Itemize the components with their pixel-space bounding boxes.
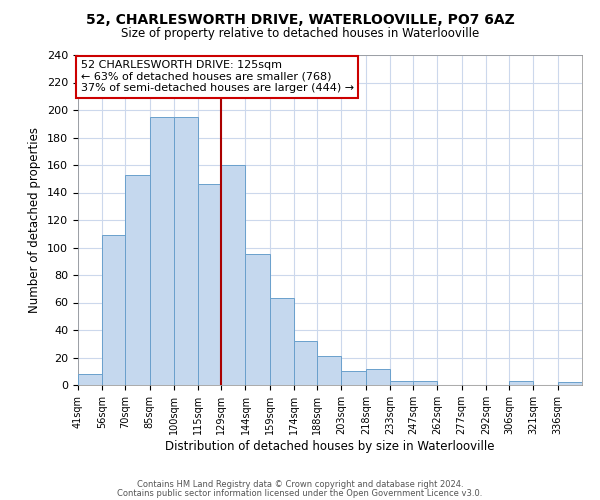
Bar [149,117,174,385]
Bar [174,117,199,385]
Bar [245,254,270,385]
Y-axis label: Number of detached properties: Number of detached properties [28,127,41,313]
Bar [390,381,413,385]
Text: 52 CHARLESWORTH DRIVE: 125sqm
← 63% of detached houses are smaller (768)
37% of : 52 CHARLESWORTH DRIVE: 125sqm ← 63% of d… [80,60,353,93]
Bar [125,174,149,385]
Bar [221,165,245,385]
Bar [270,298,294,385]
Bar [413,381,437,385]
Bar [78,374,103,385]
Bar [103,235,125,385]
Bar [199,184,221,385]
Bar [509,381,533,385]
Text: Contains HM Land Registry data © Crown copyright and database right 2024.: Contains HM Land Registry data © Crown c… [137,480,463,489]
Bar [341,371,366,385]
X-axis label: Distribution of detached houses by size in Waterlooville: Distribution of detached houses by size … [165,440,495,453]
Text: 52, CHARLESWORTH DRIVE, WATERLOOVILLE, PO7 6AZ: 52, CHARLESWORTH DRIVE, WATERLOOVILLE, P… [86,12,514,26]
Text: Contains public sector information licensed under the Open Government Licence v3: Contains public sector information licen… [118,488,482,498]
Bar [366,368,390,385]
Bar [317,356,341,385]
Bar [557,382,582,385]
Bar [294,341,317,385]
Text: Size of property relative to detached houses in Waterlooville: Size of property relative to detached ho… [121,28,479,40]
